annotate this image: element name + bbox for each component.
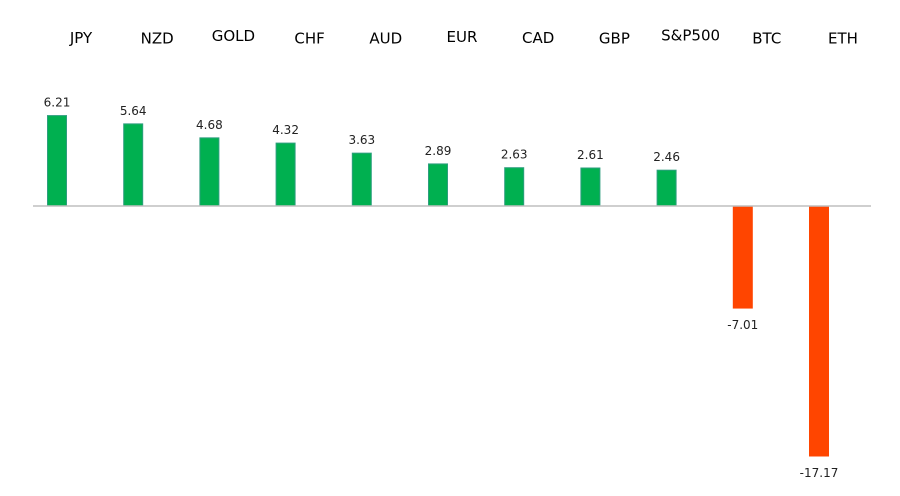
value-label-aud: 3.63 — [348, 133, 375, 147]
category-label-nzd: NZD — [141, 30, 174, 48]
category-label-eur: EUR — [447, 28, 478, 46]
bar-chf — [275, 142, 296, 207]
bar-sp500 — [656, 169, 677, 207]
value-label-sp500: 2.46 — [653, 150, 680, 164]
category-labels: JPY NZD GOLD CHF AUD EUR CAD GBP S&P500 BTC ETH — [69, 26, 858, 47]
value-label-chf: 4.32 — [272, 123, 299, 137]
value-label-eth: -17.17 — [800, 466, 839, 480]
bar-eur — [428, 163, 448, 207]
value-label-gold: 4.68 — [196, 118, 223, 132]
category-label-jpy: JPY — [69, 29, 93, 47]
bar-gbp — [580, 167, 601, 207]
value-label-eur: 2.89 — [425, 144, 452, 158]
value-label-nzd: 5.64 — [120, 104, 147, 118]
category-label-cad: CAD — [522, 29, 554, 47]
category-label-gbp: GBP — [599, 30, 630, 48]
category-label-btc: BTC — [752, 30, 781, 48]
bar-aud — [351, 152, 372, 207]
bars — [47, 115, 829, 457]
category-label-aud: AUD — [369, 30, 402, 48]
category-label-sp500: S&P500 — [661, 26, 720, 44]
category-label-gold: GOLD — [212, 27, 255, 45]
value-label-cad: 2.63 — [501, 148, 528, 162]
value-label-btc: -7.01 — [727, 318, 758, 332]
bar-eth — [809, 205, 829, 457]
value-label-gbp: 2.61 — [577, 148, 604, 162]
value-label-jpy: 6.21 — [44, 96, 71, 110]
bar-jpy — [47, 115, 67, 207]
value-labels: 6.21 5.64 4.68 4.32 3.63 2.89 2.63 2.61 2.46 -7.0… — [44, 96, 839, 480]
category-label-eth: ETH — [828, 30, 858, 48]
bar-cad — [504, 167, 525, 207]
bar-nzd — [123, 123, 144, 207]
category-label-chf: CHF — [294, 30, 324, 48]
bar-gold — [199, 137, 220, 207]
bar-btc — [732, 205, 753, 309]
